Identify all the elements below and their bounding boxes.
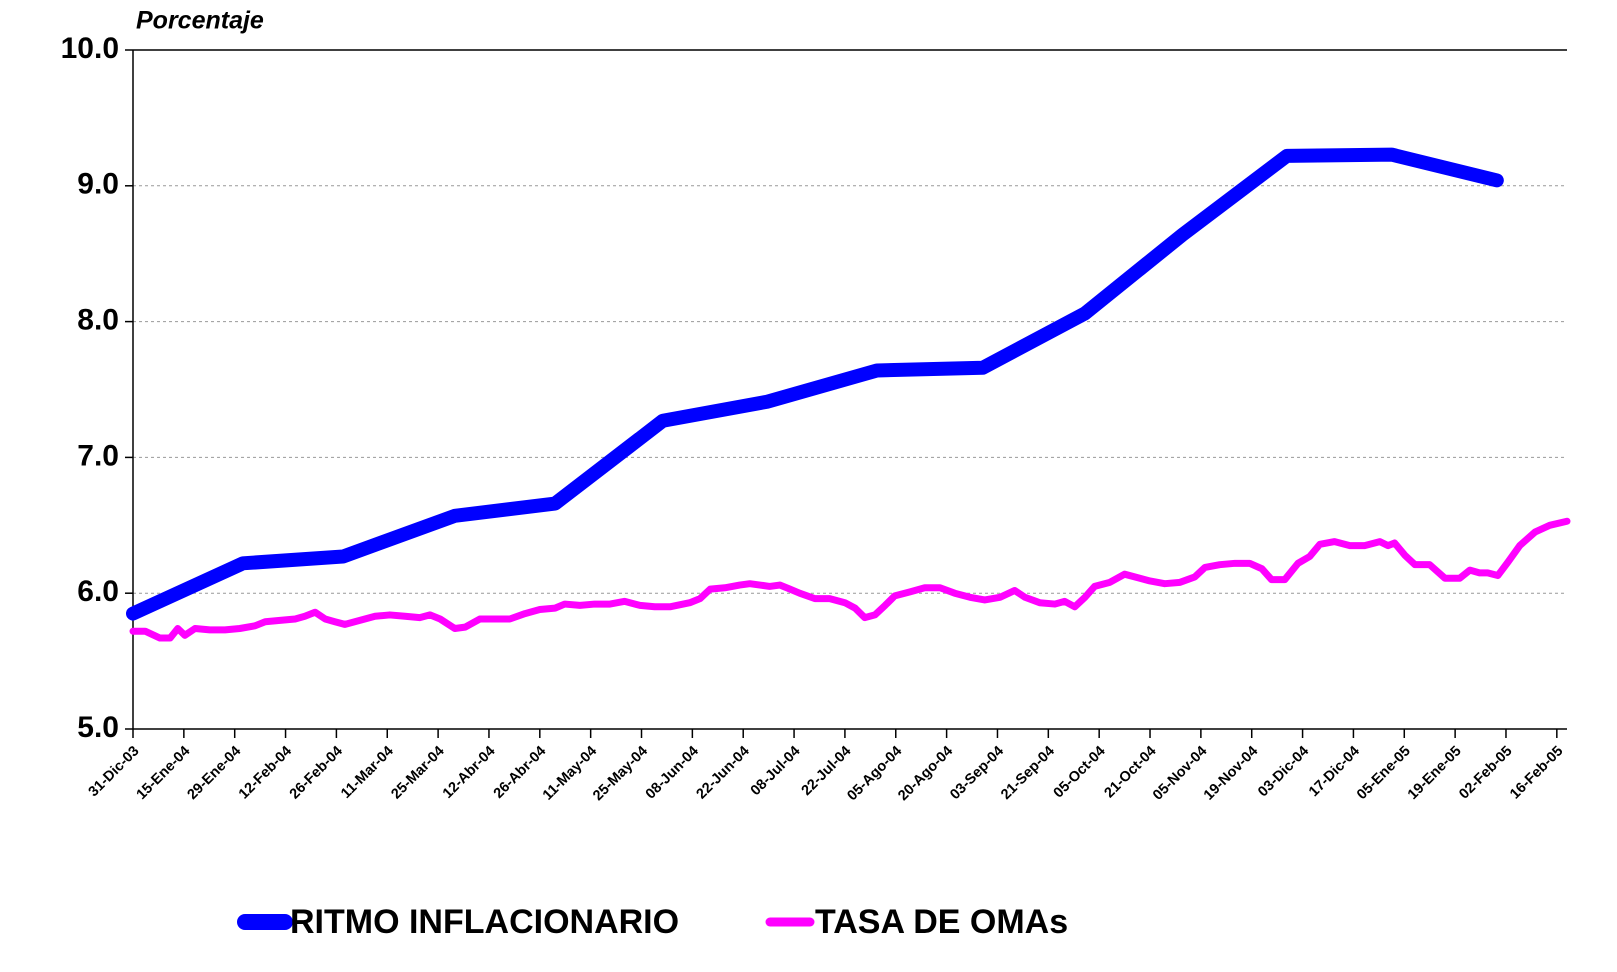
line-series bbox=[129, 517, 1571, 642]
y-tick-label: 9.0 bbox=[77, 168, 119, 201]
x-tick-label: 25-May-04 bbox=[590, 743, 651, 804]
x-tick-label: 08-Jul-04 bbox=[748, 743, 804, 799]
x-tick-label: 20-Ago-04 bbox=[895, 743, 956, 804]
x-tick-label: 22-Jun-04 bbox=[694, 743, 753, 802]
x-tick-label: 11-Mar-04 bbox=[338, 743, 397, 802]
x-tick-label: 02-Feb-05 bbox=[1456, 743, 1515, 802]
x-tick-label: 05-Oct-04 bbox=[1051, 743, 1109, 801]
y-axis-label: Porcentaje bbox=[136, 7, 264, 35]
line-series bbox=[126, 147, 1504, 621]
x-tick-label: 21-Sep-04 bbox=[998, 743, 1058, 803]
x-tick-label: 29-Ene-04 bbox=[184, 743, 244, 803]
x-tick-label: 05-Nov-04 bbox=[1150, 743, 1210, 803]
x-tick-label: 05-Ene-05 bbox=[1354, 743, 1414, 803]
x-tick-label: 19-Nov-04 bbox=[1201, 743, 1261, 803]
y-tick-label: 6.0 bbox=[77, 575, 119, 608]
x-tick-label: 26-Feb-04 bbox=[287, 743, 346, 802]
x-tick-label: 25-Mar-04 bbox=[388, 743, 447, 802]
y-tick-label: 10.0 bbox=[61, 32, 119, 65]
x-tick-label: 08-Jun-04 bbox=[643, 743, 702, 802]
x-tick-label: 12-Abr-04 bbox=[440, 743, 499, 802]
y-tick-label: 8.0 bbox=[77, 304, 119, 337]
y-tick-label: 7.0 bbox=[77, 439, 119, 472]
legend-label: TASA DE OMAs bbox=[815, 903, 1068, 941]
x-tick-label: 12-Feb-04 bbox=[236, 743, 295, 802]
x-tick-label: 03-Dic-04 bbox=[1255, 743, 1312, 800]
x-tick-label: 03-Sep-04 bbox=[947, 743, 1007, 803]
y-tick-label: 5.0 bbox=[77, 711, 119, 744]
x-tick-label: 19-Ene-05 bbox=[1405, 743, 1465, 803]
legend-label: RITMO INFLACIONARIO bbox=[290, 903, 679, 941]
x-tick-label: 15-Ene-04 bbox=[134, 743, 194, 803]
x-tick-label: 16-Feb-05 bbox=[1507, 743, 1566, 802]
